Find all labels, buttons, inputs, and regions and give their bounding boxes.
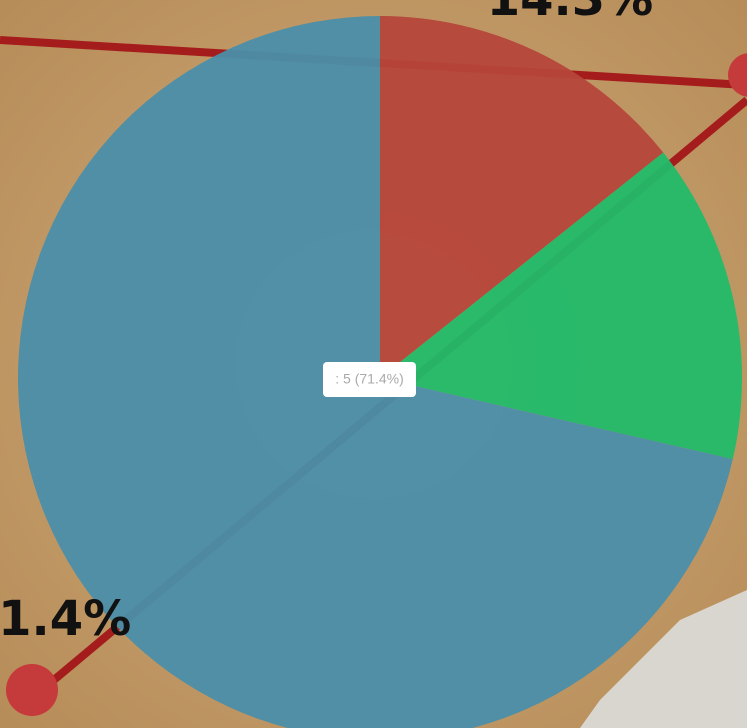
value-label: 71.4% — [0, 591, 131, 647]
value-label: 14.3% — [487, 0, 654, 27]
chart: 14.3% 71.4% : 5 (71.4%) — [0, 0, 747, 728]
tooltip: : 5 (71.4%) — [335, 371, 403, 387]
pin — [6, 664, 58, 716]
